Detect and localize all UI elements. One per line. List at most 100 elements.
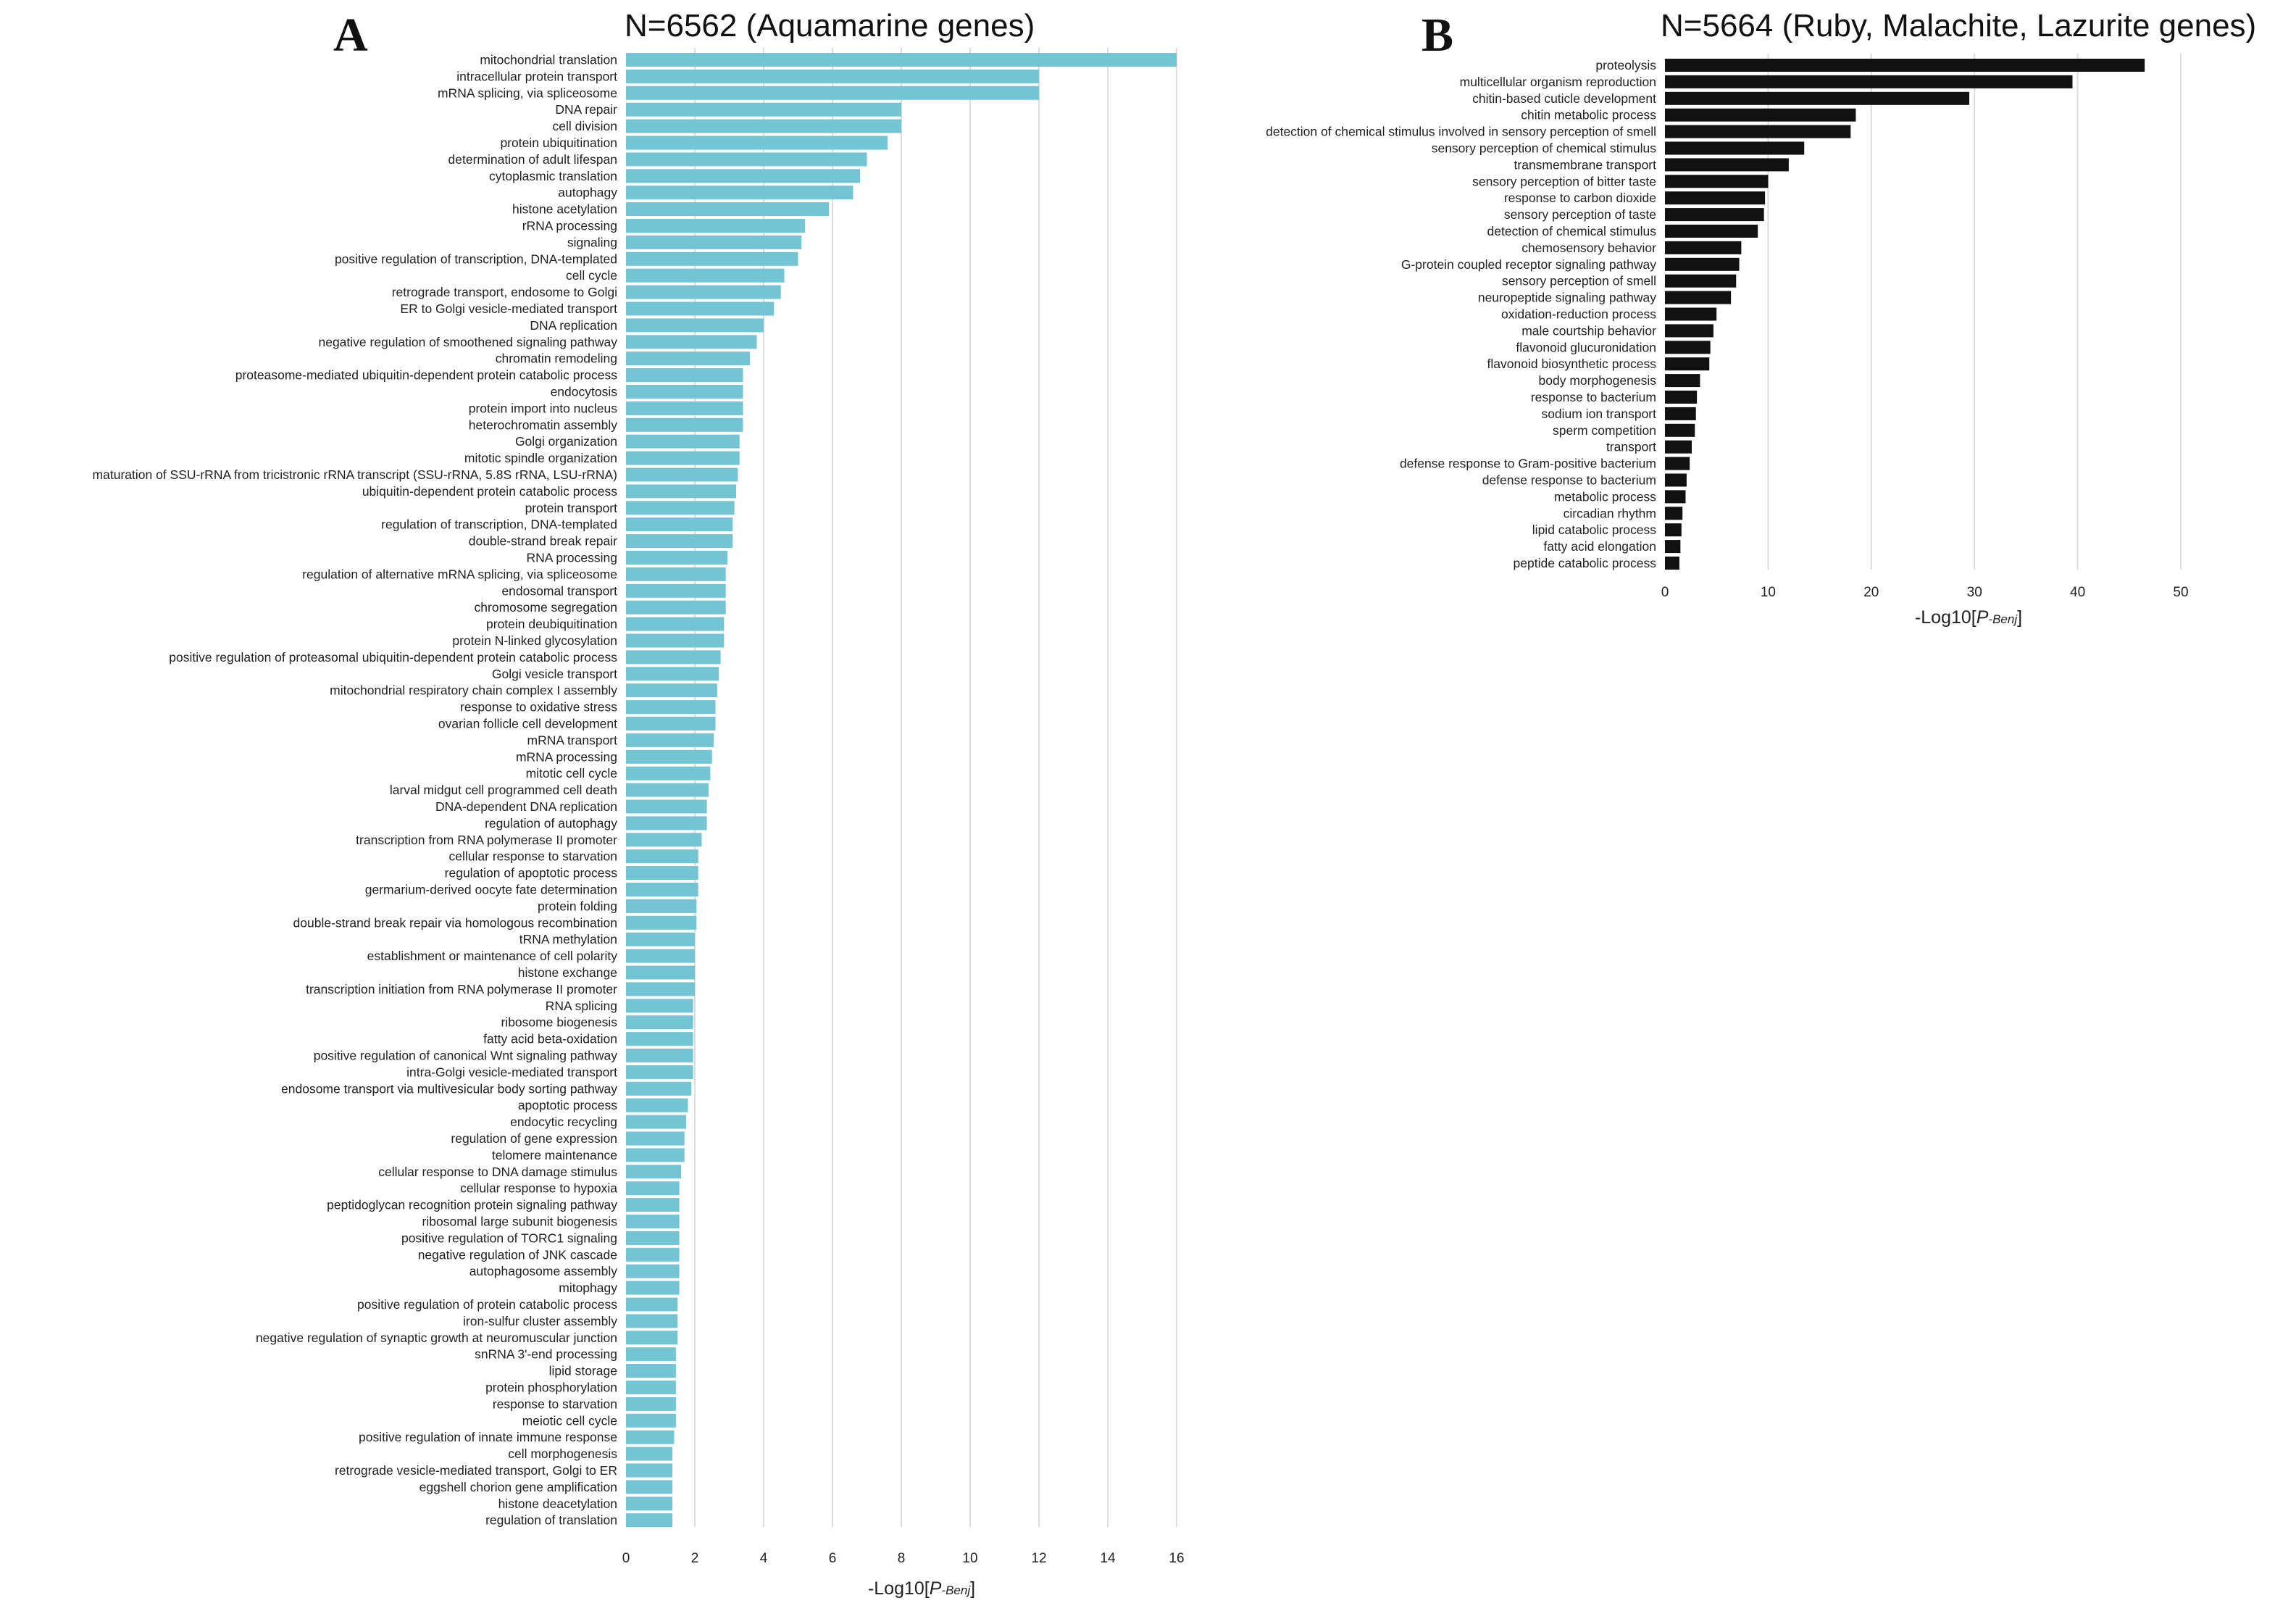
panel-b-category-label: sensory perception of taste bbox=[1504, 207, 1656, 222]
panel-a-bar bbox=[626, 285, 781, 299]
panel-a-x-axis-label: -Log10[P-Benj] bbox=[868, 1578, 975, 1599]
panel-a-bar bbox=[626, 186, 853, 200]
panel-b-x-axis-label: -Log10[P-Benj] bbox=[1915, 607, 2022, 628]
panel-b-category-label: chitin-based cuticle development bbox=[1472, 91, 1656, 106]
panel-a-bar bbox=[626, 982, 695, 996]
panel-a-category-label: positive regulation of innate immune res… bbox=[359, 1430, 617, 1444]
panel-a-category-label: cellular response to starvation bbox=[449, 849, 617, 864]
panel-a-category-label: peptidoglycan recognition protein signal… bbox=[327, 1198, 617, 1212]
panel-a-bar bbox=[626, 1297, 678, 1312]
panel-a-bar bbox=[626, 700, 716, 715]
panel-a-category-label: double-strand break repair bbox=[469, 534, 617, 549]
panel-a-category-label: cytoplasmic translation bbox=[489, 169, 617, 183]
panel-b-gridlines bbox=[1767, 54, 2182, 570]
panel-a-bar bbox=[626, 1231, 680, 1245]
panel-a-bar bbox=[626, 932, 695, 946]
panel-a-bar bbox=[626, 1098, 688, 1112]
panel-a-category-label: autophagosome assembly bbox=[469, 1264, 618, 1278]
panel-a-x-tick-label: 14 bbox=[1100, 1551, 1116, 1566]
panel-b-category-label: defense response to bacterium bbox=[1482, 473, 1656, 488]
panel-a-category-label: endocytosis bbox=[551, 385, 618, 399]
panel-b-bar bbox=[1665, 141, 1805, 155]
panel-a-category-label: mitotic spindle organization bbox=[464, 451, 617, 465]
panel-a-category-label: ribosomal large subunit biogenesis bbox=[422, 1215, 618, 1229]
panel-a-x-tick-label: 12 bbox=[1031, 1551, 1046, 1566]
panel-a-category-label: iron-sulfur cluster assembly bbox=[463, 1314, 617, 1328]
panel-a-bar bbox=[626, 583, 726, 598]
panel-a-category-label: histone deacetylation bbox=[498, 1496, 617, 1511]
panel-a-bar bbox=[626, 1463, 673, 1478]
panel-a-category-label: histone acetylation bbox=[512, 202, 617, 217]
panel-a-category-label: transcription initiation from RNA polyme… bbox=[306, 982, 617, 996]
panel-a-bar bbox=[626, 235, 802, 249]
panel-b-bar bbox=[1665, 540, 1681, 554]
panel-a-category-label: mitochondrial translation bbox=[480, 53, 617, 67]
panel-b-category-label: peptide catabolic process bbox=[1514, 556, 1657, 570]
panel-b-category-label: body morphogenesis bbox=[1539, 373, 1657, 388]
panel-b-bar bbox=[1665, 341, 1711, 354]
panel-a-category-label: positive regulation of proteasomal ubiqu… bbox=[169, 650, 617, 665]
panel-a-category-label: cell division bbox=[553, 119, 617, 133]
panel-a-bar bbox=[626, 551, 728, 565]
panel-a-category-label: RNA processing bbox=[527, 551, 617, 565]
panel-b-title: N=5664 (Ruby, Malachite, Lazurite genes) bbox=[1661, 8, 2256, 43]
panel-a-category-label: cell morphogenesis bbox=[508, 1446, 617, 1461]
panel-b-x-axis-label-suffix: ] bbox=[2017, 607, 2022, 628]
panel-a-bar bbox=[626, 1396, 676, 1411]
panel-b-bar bbox=[1665, 257, 1740, 271]
panel-b-bar bbox=[1665, 225, 1758, 238]
panel-a-bar bbox=[626, 816, 707, 831]
panel-b-category-label: detection of chemical stimulus involved … bbox=[1266, 125, 1656, 139]
panel-a-bar bbox=[626, 633, 725, 648]
panel-a-bar bbox=[626, 501, 735, 515]
panel-a-letter: A bbox=[333, 9, 368, 62]
panel-b-x-axis-label-main: P bbox=[1976, 607, 1989, 628]
panel-a-bar bbox=[626, 1247, 680, 1262]
panel-a-category-label: heterochromatin assembly bbox=[469, 417, 617, 432]
panel-b-bar bbox=[1665, 91, 1970, 105]
panel-a-bar bbox=[626, 335, 757, 349]
panel-b-category-label: male courtship behavior bbox=[1521, 323, 1656, 338]
panel-b-x-tick-label: 20 bbox=[1863, 585, 1879, 600]
panel-a-category-label: protein transport bbox=[525, 501, 618, 515]
panel-b-category-labels: proteolysis multicellular organism reprod… bbox=[1266, 58, 1656, 570]
panel-a-bar bbox=[626, 1181, 680, 1196]
panel-a-x-tick-labels: 0 2 4 6 8 10 12 14 16 bbox=[622, 1551, 1185, 1566]
panel-a-category-label: positive regulation of canonical Wnt sig… bbox=[314, 1049, 618, 1063]
panel-a-category-label: tRNA methylation bbox=[519, 932, 617, 946]
panel-a-category-label: meiotic cell cycle bbox=[522, 1413, 617, 1428]
panel-a-category-label: chromatin remodeling bbox=[496, 351, 617, 366]
panel-b-category-label: chemosensory behavior bbox=[1521, 241, 1656, 255]
panel-a-category-label: apoptotic process bbox=[518, 1098, 617, 1112]
panel-a-category-label: positive regulation of transcription, DN… bbox=[335, 251, 617, 266]
panel-a-category-label: endocytic recycling bbox=[510, 1115, 617, 1129]
panel-a-bar bbox=[626, 86, 1039, 100]
panel-a-x-tick-label: 10 bbox=[962, 1551, 977, 1566]
panel-a-bar bbox=[626, 136, 888, 150]
panel-a-category-label: DNA replication bbox=[530, 318, 617, 333]
panel-a-bar bbox=[626, 1015, 693, 1030]
panel-a-bar bbox=[626, 484, 736, 499]
panel-a-x-tick-label: 16 bbox=[1169, 1551, 1184, 1566]
panel-a-bar bbox=[626, 1049, 693, 1062]
panel-a-bar bbox=[626, 600, 726, 615]
panel-b-x-tick-label: 10 bbox=[1761, 585, 1776, 600]
panel-a-bar bbox=[626, 1446, 673, 1461]
panel-a-category-label: protein import into nucleus bbox=[469, 401, 617, 415]
panel-a-bar bbox=[626, 617, 725, 631]
panel-b-x-tick-label: 40 bbox=[2070, 585, 2085, 600]
panel-a-bar bbox=[626, 1513, 673, 1528]
panel-b-category-label: defense response to Gram-positive bacter… bbox=[1400, 457, 1656, 471]
panel-a-category-label: mitophagy bbox=[559, 1281, 617, 1295]
panel-a-bar bbox=[626, 915, 697, 930]
panel-b-category-label: flavonoid biosynthetic process bbox=[1487, 357, 1657, 371]
panel-b-bar bbox=[1665, 423, 1695, 437]
panel-a-category-label: Golgi vesicle transport bbox=[492, 667, 617, 681]
panel-b-x-tick-labels: 0 10 20 30 40 50 bbox=[1661, 585, 2189, 600]
panel-a-category-label: signaling bbox=[567, 235, 617, 249]
panel-a-category-label: ER to Golgi vesicle-mediated transport bbox=[400, 301, 617, 316]
panel-a-bar bbox=[626, 799, 707, 814]
panel-a-x-tick-label: 2 bbox=[691, 1551, 699, 1566]
panel-b-x-axis-label-prefix: -Log10[ bbox=[1915, 607, 1976, 628]
